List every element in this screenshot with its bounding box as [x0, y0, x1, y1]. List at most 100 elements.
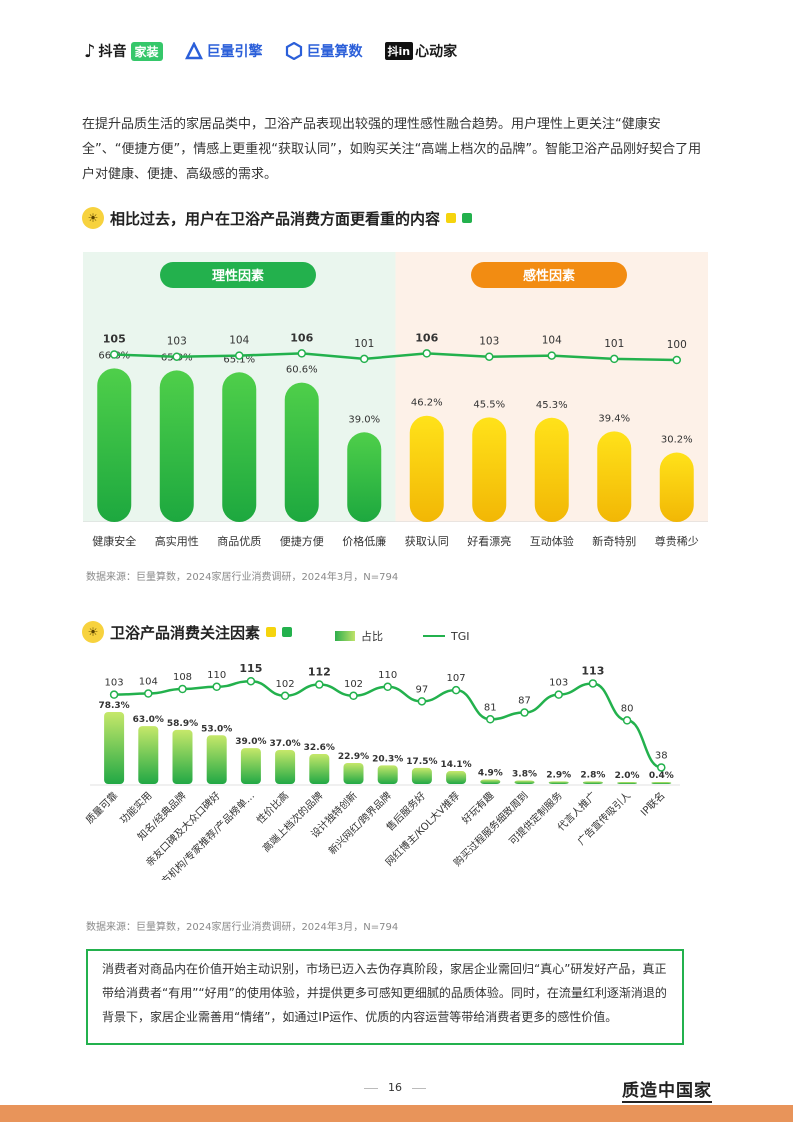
legend-line-label: TGI — [451, 629, 470, 643]
douyin-logo-tag: 家装 — [130, 41, 163, 61]
bar-新奇特别 — [597, 431, 632, 522]
category-label: 尊贵稀少 — [654, 535, 699, 548]
bar-可提供定制服务 — [548, 781, 569, 784]
bar-新兴网红/跨界品牌 — [377, 765, 398, 784]
bar-value-label: 39.0% — [348, 414, 380, 425]
section2-source: 数据来源：巨量算数，2024家居行业消费调研，2024年3月，N=794 — [86, 922, 399, 933]
tgi-point — [144, 689, 153, 698]
juliang-suanshu-logo: 巨量算数 — [285, 41, 363, 61]
bar-value-label: 2.8% — [580, 770, 605, 780]
bar-代言人推广 — [582, 781, 603, 784]
bar-尊贵稀少 — [659, 452, 694, 522]
section2-title-text: 卫浴产品消费关注因素 — [110, 623, 261, 642]
tgi-point — [422, 349, 431, 358]
bar-网红博主/KOL大V推荐 — [446, 771, 467, 784]
tgi-point — [451, 685, 461, 695]
tgi-point — [360, 354, 369, 364]
tgi-value-label: 101 — [354, 338, 374, 350]
bar-value-label: 60.6% — [286, 365, 318, 376]
tgi-value-label: 106 — [290, 331, 313, 344]
bar-value-label: 17.5% — [406, 757, 437, 767]
tgi-point — [109, 690, 119, 699]
category-label: 高端上档次的品牌 — [260, 789, 326, 855]
bar-value-label: 22.9% — [338, 752, 369, 762]
bar-value-label: 39.0% — [235, 737, 266, 747]
tgi-point — [588, 679, 598, 688]
bar-价格低廉 — [347, 432, 382, 522]
yellow-square-icon — [446, 213, 457, 223]
bar-value-label: 45.5% — [473, 399, 505, 410]
bar-value-label: 39.4% — [598, 413, 630, 424]
xindongjia-logo: 抖in 心动家 — [384, 41, 458, 61]
bar-获取认同 — [409, 415, 444, 522]
tgi-point — [235, 351, 244, 360]
group-label: 理性因素 — [212, 268, 264, 284]
tgi-value-label: 100 — [667, 339, 687, 351]
bar-功能实用 — [138, 726, 159, 784]
legend-line-swatch — [423, 635, 445, 637]
category-label: 便捷方便 — [279, 535, 324, 548]
bar-官方机构/专家推荐/产品榜单… — [240, 748, 261, 784]
tgi-point — [417, 697, 427, 706]
tgi-value-label: 104 — [139, 677, 158, 688]
category-label: 质量可靠 — [83, 789, 120, 826]
tgi-point — [554, 690, 563, 699]
section2-title: ☀ 卫浴产品消费关注因素 — [82, 621, 293, 643]
brand-logo: 质造中国家 — [622, 1076, 712, 1103]
tgi-point — [383, 682, 392, 692]
category-label: 新兴网红/跨界品牌 — [326, 789, 394, 857]
category-label: 功能实用 — [117, 789, 154, 826]
legend-bar-label: 占比 — [361, 630, 383, 643]
bar-value-label: 32.6% — [304, 743, 335, 753]
bar-互动体验 — [534, 417, 569, 522]
bar-value-label: 3.8% — [512, 770, 537, 780]
bar-性价比高 — [275, 749, 296, 784]
chart-consumption-focus: 理性因素感性因素66.8%65.9%65.1%60.6%39.0%46.2%45… — [83, 252, 708, 522]
bulb-icon: ☀ — [82, 207, 104, 229]
xindongjia-text: 心动家 — [415, 44, 458, 60]
douyin-logo-text: 抖音 — [98, 44, 127, 60]
bar-购买过程服务细致周到 — [514, 780, 535, 784]
intro-paragraph: 在提升品质生活的家居品类中，卫浴产品表现出较强的理性感性融合趋势。用户理性上更关… — [82, 117, 702, 182]
tgi-value-label: 103 — [479, 336, 499, 348]
tgi-value-label: 38 — [655, 750, 668, 761]
group-pill-rational — [160, 262, 316, 288]
category-label: 好看漂亮 — [467, 535, 512, 548]
tgi-point — [172, 352, 181, 361]
tgi-value-label: 80 — [621, 703, 634, 714]
bar-好玩有趣 — [480, 779, 501, 784]
bar-售后服务好 — [411, 767, 432, 784]
tgi-point — [246, 676, 256, 686]
bar-好看漂亮 — [472, 417, 507, 522]
tgi-line — [114, 352, 677, 362]
bar-设计独特创新 — [343, 762, 364, 784]
bar-高实用性 — [159, 370, 194, 522]
category-label: IP联名 — [638, 789, 668, 819]
legend-bar-swatch — [335, 631, 355, 641]
bar-value-label: 2.9% — [546, 770, 571, 780]
juliang-engine-text: 巨量引擎 — [206, 44, 263, 60]
bar-value-label: 78.3% — [98, 701, 129, 711]
bulb-icon: ☀ — [82, 621, 104, 643]
group-label: 感性因素 — [523, 268, 575, 284]
summary-box: 消费者对商品内在价值开始主动识别，市场已迈入去伪存真阶段，家居企业需回归“真心”… — [86, 949, 684, 1045]
bar-高端上档次的品牌 — [309, 754, 330, 784]
bar-value-label: 53.0% — [201, 724, 232, 734]
page-number: 16 — [360, 1081, 430, 1094]
category-label: 新奇特别 — [592, 535, 637, 548]
chart2-legend: 占比 TGI — [335, 628, 470, 644]
tgi-value-label: 110 — [207, 670, 226, 681]
tgi-value-label: 97 — [416, 684, 429, 695]
tgi-point — [485, 352, 494, 361]
bar-value-label: 37.0% — [269, 739, 300, 749]
bar-value-label: 46.2% — [411, 398, 443, 409]
category-label: 好玩有趣 — [459, 789, 496, 826]
tgi-value-label: 113 — [581, 664, 604, 677]
tgi-point — [297, 349, 306, 358]
bar-健康安全 — [97, 368, 132, 522]
tgi-point — [315, 680, 324, 689]
bottom-strip — [0, 1105, 793, 1122]
category-label: 高实用性 — [154, 535, 199, 548]
tgi-point — [672, 355, 681, 365]
bar-value-label: 20.3% — [372, 754, 403, 764]
